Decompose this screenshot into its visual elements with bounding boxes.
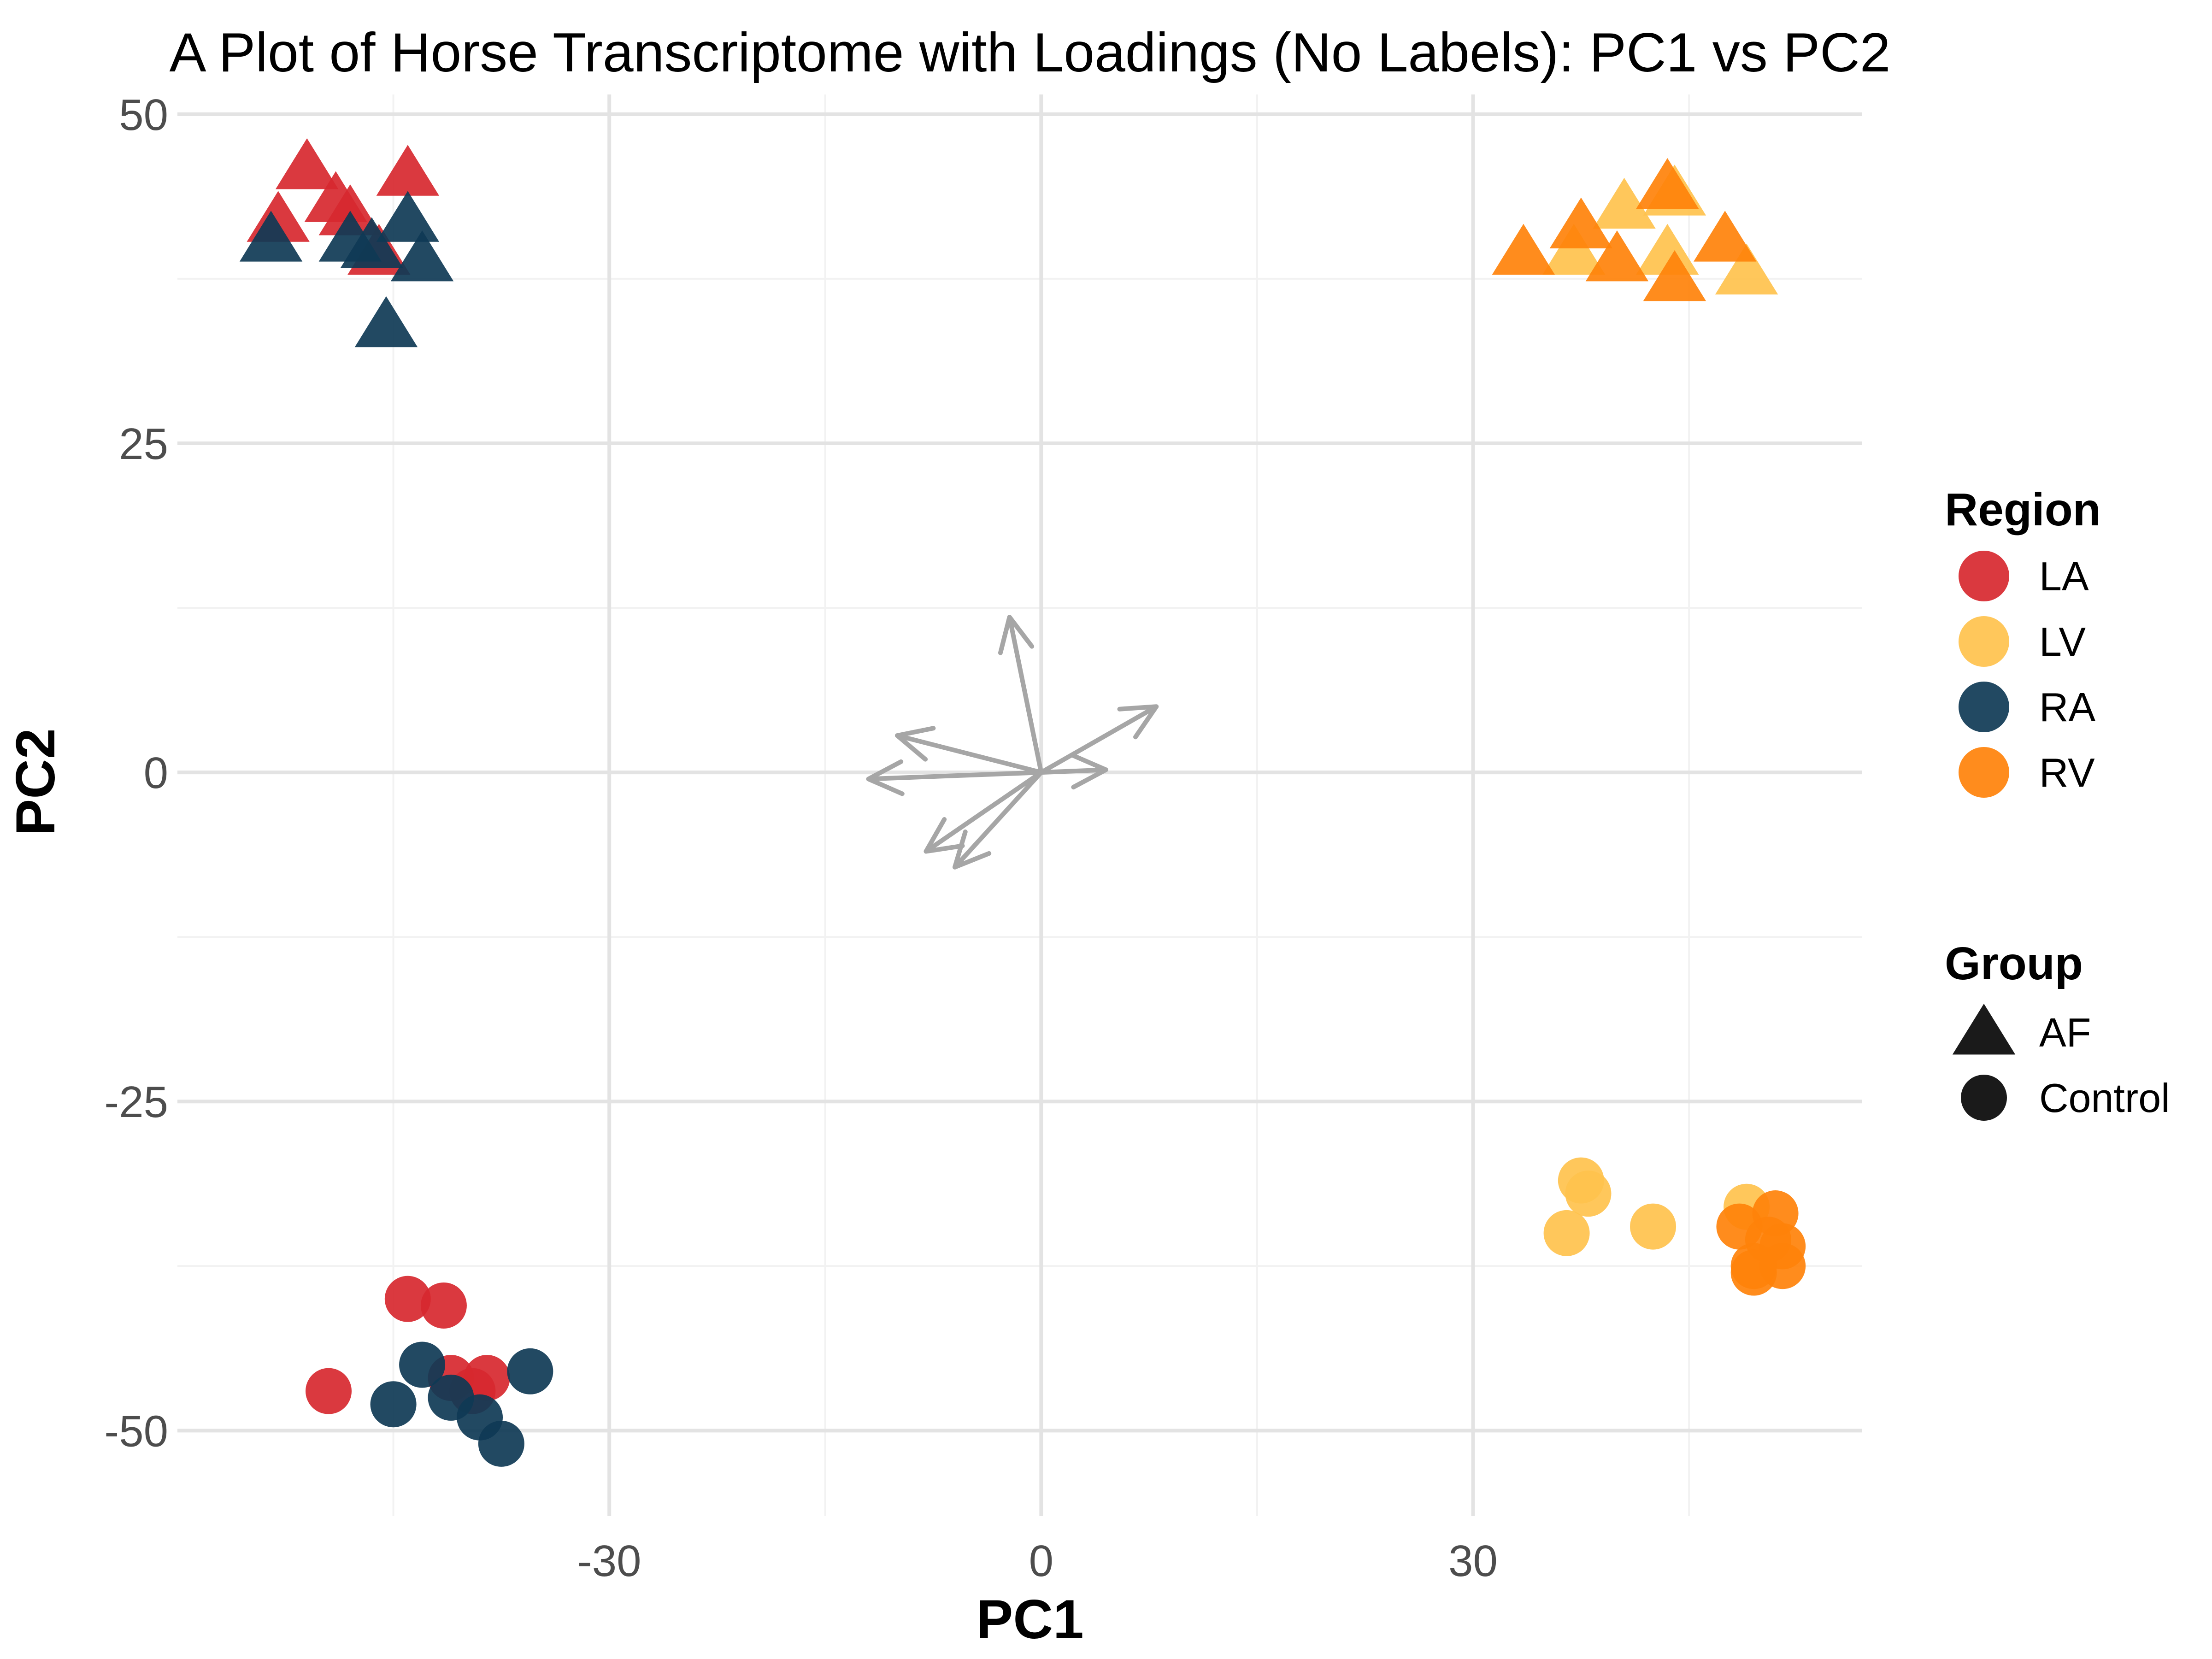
point-ra-control [507,1348,553,1394]
loading-arrow [1039,704,1159,775]
y-axis-ticks: 50 25 0 -25 -50 [104,90,168,1456]
chart-title: A Plot of Horse Transcriptome with Loadi… [170,22,1891,83]
point-lv-control [1565,1171,1612,1217]
point-rv-control [1759,1243,1806,1289]
loading-arrow [894,726,1044,775]
point-ra-af [376,191,440,242]
point-la-control [464,1355,510,1401]
point-ra-af [390,230,454,282]
legend-key-la [1959,551,2009,601]
loading-arrow [866,759,1044,796]
y-tick-label: 50 [119,90,168,140]
loading-arrow [952,770,1044,870]
legend-key-ra [1959,682,2009,732]
legend-label-lv: LV [2039,619,2086,665]
point-rv-af [1694,211,1757,262]
point-rv-af [1636,158,1699,209]
legend-key-control [1961,1075,2007,1121]
x-tick-label: 30 [1448,1536,1498,1586]
legend: Region LA LV RA RV Group AF Control [1945,484,2170,1121]
point-ra-control [370,1381,417,1428]
y-tick-label: 0 [144,748,168,798]
point-la-control [384,1276,431,1322]
loading-arrow [924,770,1044,854]
point-la-control [420,1282,467,1329]
point-rv-af [1643,250,1706,301]
legend-title-region: Region [1945,484,2101,535]
legend-label-af: AF [2039,1010,2091,1055]
point-lv-af [1715,243,1778,294]
point-rv-af [1492,224,1555,275]
point-ra-control [399,1341,446,1388]
legend-label-control: Control [2039,1075,2170,1121]
legend-key-af [1952,1004,2016,1055]
point-lv-control [1543,1210,1590,1256]
point-ra-af [239,211,303,262]
legend-key-lv [1959,616,2009,667]
legend-label-rv: RV [2039,750,2095,795]
point-lv-af [1542,224,1606,275]
point-lv-control [1630,1203,1677,1250]
point-ra-af [340,217,403,268]
point-rv-af [1585,230,1649,282]
loading-arrow [1039,753,1108,790]
point-lv-af [1636,224,1699,275]
loading-vectors [866,615,1159,870]
y-axis-title: PC2 [5,728,66,835]
point-la-control [306,1368,352,1414]
point-lv-af [1593,177,1656,229]
data-points [239,138,1806,1467]
loading-arrow [998,615,1044,775]
legend-key-rv [1959,747,2009,798]
point-rv-af [1549,197,1613,249]
legend-title-group: Group [1945,938,2083,989]
legend-region-entries: LA LV RA RV [1959,551,2096,798]
x-tick-label: -30 [577,1536,641,1586]
point-la-af [376,145,440,196]
y-tick-label: -50 [104,1406,168,1456]
point-ra-control [478,1420,524,1467]
legend-label-ra: RA [2039,684,2096,730]
legend-group-entries: AF Control [1952,1004,2170,1121]
x-tick-label: 0 [1029,1536,1053,1586]
point-la-af [275,138,339,189]
y-tick-label: -25 [104,1077,168,1127]
y-tick-label: 25 [119,419,168,469]
point-la-af [318,184,382,235]
x-axis-title: PC1 [976,1588,1083,1650]
legend-label-la: LA [2039,553,2089,599]
point-ra-af [354,296,418,347]
x-axis-ticks: -30 0 30 [577,1536,1498,1586]
